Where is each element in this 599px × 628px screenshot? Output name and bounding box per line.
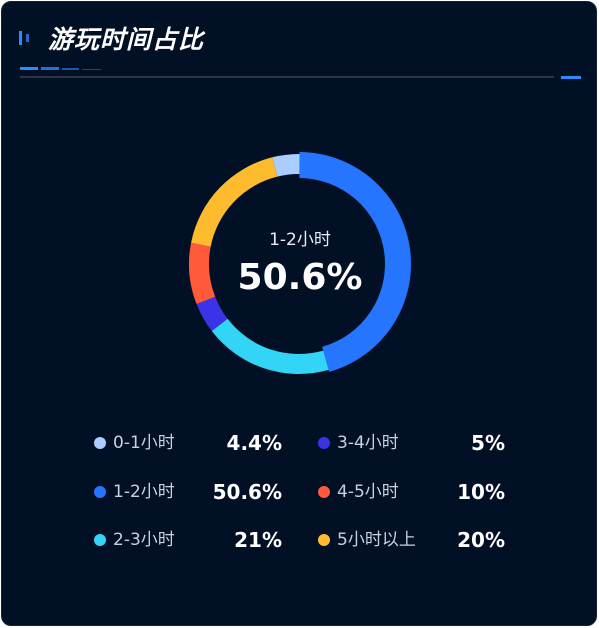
legend-value: 4.4% (226, 431, 282, 455)
legend-value: 5% (471, 431, 505, 455)
legend-value: 10% (457, 480, 505, 504)
center-percentage-value: 50.6% (237, 257, 363, 298)
legend-dot-icon (94, 437, 106, 449)
legend-dot-icon (318, 437, 330, 449)
legend-item[interactable]: 5小时以上 20% (318, 527, 505, 553)
donut-slice-0-1小时[interactable] (272, 154, 300, 177)
donut-slice-4-5小时[interactable] (189, 242, 216, 304)
legend-item[interactable]: 1-2小时 50.6% (94, 479, 282, 505)
header-divider (20, 76, 554, 78)
donut-slice-5小时以上[interactable] (191, 157, 278, 247)
legend-dot-icon (94, 486, 106, 498)
legend-label: 4-5小时 (337, 482, 399, 502)
donut-slice-3-4小时[interactable] (196, 296, 228, 331)
title-underline-segment (41, 67, 59, 70)
legend-dot-icon (94, 534, 106, 546)
title-underline-segment (82, 69, 101, 70)
panel-title: 游玩时间占比 (48, 25, 205, 54)
legend-label: 0-1小时 (113, 433, 175, 453)
donut-slice-2-3小时[interactable] (211, 318, 329, 374)
legend-item[interactable]: 3-4小时 5% (318, 430, 505, 456)
legend-item[interactable]: 0-1小时 4.4% (94, 430, 282, 456)
donut-slice-1-2小时[interactable] (299, 152, 411, 372)
title-underline-segment (62, 68, 79, 70)
header-divider-accent (561, 76, 581, 79)
legend-label: 1-2小时 (113, 482, 175, 502)
legend-label: 5小时以上 (337, 530, 416, 550)
legend-label: 3-4小时 (337, 433, 399, 453)
title-underline-segment (20, 67, 38, 70)
legend-value: 20% (457, 528, 505, 552)
legend-value: 21% (234, 528, 282, 552)
legend-value: 50.6% (212, 480, 282, 504)
legend-dot-icon (318, 486, 330, 498)
legend-item[interactable]: 4-5小时 10% (318, 479, 505, 505)
title-marker-icon (19, 29, 33, 47)
legend-item[interactable]: 2-3小时 21% (94, 527, 282, 553)
center-category-label: 1-2小时 (269, 230, 331, 250)
legend-dot-icon (318, 534, 330, 546)
legend-label: 2-3小时 (113, 530, 175, 550)
